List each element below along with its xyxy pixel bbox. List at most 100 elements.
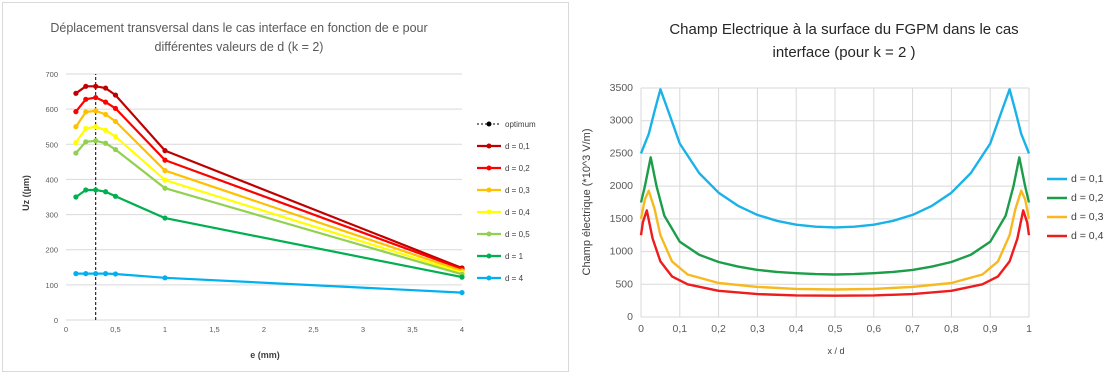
right-y-tick-label: 500 — [615, 278, 633, 290]
right-chart-x-ticks: 0 0,1 0,2 0,3 0,4 0,5 0,6 0,7 0,8 0,9 1 — [638, 323, 1032, 335]
right-x-tick-label: 0,1 — [672, 323, 687, 335]
data-point-d-0-1 — [103, 85, 109, 91]
data-point-d-0-4 — [93, 124, 99, 130]
legend-marker-optimum — [486, 121, 492, 127]
legend-label-d-0-2: d = 0,2 — [505, 164, 530, 173]
right-y-tick-label: 2500 — [610, 147, 634, 159]
electric-field-chart: Champ Electrique à la surface du FGPM da… — [581, 21, 1104, 356]
series-line-d-0-2 — [639, 156, 1031, 276]
left-y-tick-label: 100 — [45, 281, 58, 290]
left-chart-grid — [66, 73, 462, 321]
right-chart-series — [639, 88, 1031, 297]
data-point-d-0-3 — [112, 118, 119, 125]
left-y-tick-label: 600 — [45, 105, 58, 114]
data-point-d-4 — [73, 271, 79, 277]
right-x-tick-label: 0,2 — [711, 323, 726, 335]
data-point-d-0-1 — [162, 148, 168, 154]
right-chart-grid — [640, 87, 1030, 318]
data-point-d-0-2 — [103, 99, 109, 105]
data-point-d-0-2 — [112, 105, 119, 112]
data-point-d-0-5 — [162, 185, 168, 191]
displacement-chart: Déplacement transversal dans le cas inte… — [21, 21, 536, 360]
data-point-d-1 — [103, 189, 109, 195]
left-y-tick-label: 400 — [45, 175, 58, 184]
data-point-d-0-1 — [73, 90, 79, 96]
right-chart-title-line-1: Champ Electrique à la surface du FGPM da… — [669, 21, 1018, 38]
data-point-d-0-3 — [83, 109, 89, 115]
data-point-d-0-3 — [103, 111, 109, 118]
right-chart-ylabel: Champ électrique (*10^3 V/m) — [581, 128, 593, 275]
legend-marker-d-0-1 — [486, 143, 492, 149]
data-point-d-1 — [162, 215, 168, 221]
left-x-tick-label: 0,5 — [110, 325, 120, 334]
right-chart-title-line-2: interface (pour k = 2 ) — [773, 44, 916, 61]
legend-marker-d-4 — [486, 275, 492, 281]
data-point-d-0-5 — [103, 140, 109, 146]
legend-label-d-0-2: d = 0,2 — [1071, 192, 1104, 204]
legend-label-d-4: d = 4 — [505, 274, 524, 283]
left-chart-ylabel: Uz ((µm) — [21, 175, 31, 211]
data-point-d-1 — [93, 187, 99, 193]
data-point-d-0-5 — [112, 146, 119, 153]
right-x-tick-label: 0,5 — [828, 323, 843, 335]
right-y-tick-label: 0 — [627, 311, 633, 323]
right-x-tick-label: 0,6 — [866, 323, 881, 335]
data-point-d-0-4 — [112, 133, 119, 140]
left-x-tick-label: 0 — [64, 325, 68, 334]
data-point-d-0-2 — [83, 96, 89, 102]
series-line-d-4 — [75, 272, 463, 294]
left-x-tick-label: 3,5 — [407, 325, 417, 334]
left-chart-title-line-1: Déplacement transversal dans le cas inte… — [50, 21, 427, 35]
left-x-tick-label: 4 — [460, 325, 464, 334]
data-point-d-1 — [112, 193, 119, 199]
data-point-d-4 — [112, 271, 119, 277]
right-x-tick-label: 0 — [638, 323, 644, 335]
data-point-d-0-4 — [73, 139, 79, 146]
left-x-tick-label: 3 — [361, 325, 365, 334]
legend-label-d-0-1: d = 0,1 — [505, 142, 530, 151]
series-line-d-0-1 — [639, 88, 1031, 229]
data-point-d-0-4 — [83, 125, 89, 132]
legend-marker-d-0-4 — [486, 209, 492, 215]
left-x-tick-label: 2 — [262, 325, 266, 334]
right-x-tick-label: 0,7 — [905, 323, 920, 335]
legend-label-d-0-3: d = 0,3 — [1071, 211, 1104, 223]
data-point-d-4 — [103, 271, 109, 277]
right-chart-xlabel: x / d — [827, 346, 844, 356]
right-y-tick-label: 3000 — [610, 115, 634, 127]
left-chart-y-ticks: 0 100 200 300 400 500 600 700 — [45, 70, 58, 325]
left-chart-series — [73, 74, 465, 320]
data-point-d-0-4 — [103, 127, 109, 133]
series-line-d-0-2 — [75, 96, 463, 271]
series-line-d-0-3 — [639, 189, 1031, 291]
left-y-tick-label: 0 — [54, 316, 58, 325]
legend-label-d-0-5: d = 0,5 — [505, 230, 530, 239]
data-point-d-0-1 — [93, 83, 99, 89]
right-chart-y-ticks: 0 500 1000 1500 2000 2500 3000 3500 — [610, 82, 634, 323]
left-x-tick-label: 1 — [163, 325, 167, 334]
data-point-d-1 — [83, 187, 89, 193]
right-y-tick-label: 1500 — [610, 213, 634, 225]
right-x-tick-label: 0,9 — [983, 323, 998, 335]
left-y-tick-label: 500 — [45, 140, 58, 149]
left-chart-legend: optimum d = 0,1 d = 0,2 d = 0,3 d = 0,4 d = 0… — [477, 120, 536, 283]
data-point-d-0-3 — [73, 124, 79, 130]
data-point-d-1 — [459, 274, 465, 280]
legend-marker-d-0-5 — [486, 231, 492, 237]
right-chart-legend: d = 0,1 d = 0,2 d = 0,3 d = 0,4 — [1047, 173, 1104, 242]
data-point-d-4 — [162, 275, 168, 281]
right-x-tick-label: 0,3 — [750, 323, 765, 335]
legend-marker-d-1 — [486, 253, 492, 259]
series-line-d-1 — [75, 188, 463, 279]
right-x-tick-label: 0,4 — [789, 323, 804, 335]
right-y-tick-label: 3500 — [610, 82, 634, 94]
legend-label-d-0-1: d = 0,1 — [1071, 173, 1104, 185]
data-point-d-0-1 — [83, 83, 89, 89]
data-point-d-0-2 — [73, 109, 79, 115]
legend-label-d-0-4: d = 0,4 — [505, 208, 530, 217]
right-x-tick-label: 0,8 — [944, 323, 959, 335]
left-x-tick-label: 2,5 — [308, 325, 318, 334]
legend-label-optimum: optimum — [505, 120, 536, 129]
data-point-d-4 — [459, 289, 465, 296]
legend-label-d-0-3: d = 0,3 — [505, 186, 530, 195]
